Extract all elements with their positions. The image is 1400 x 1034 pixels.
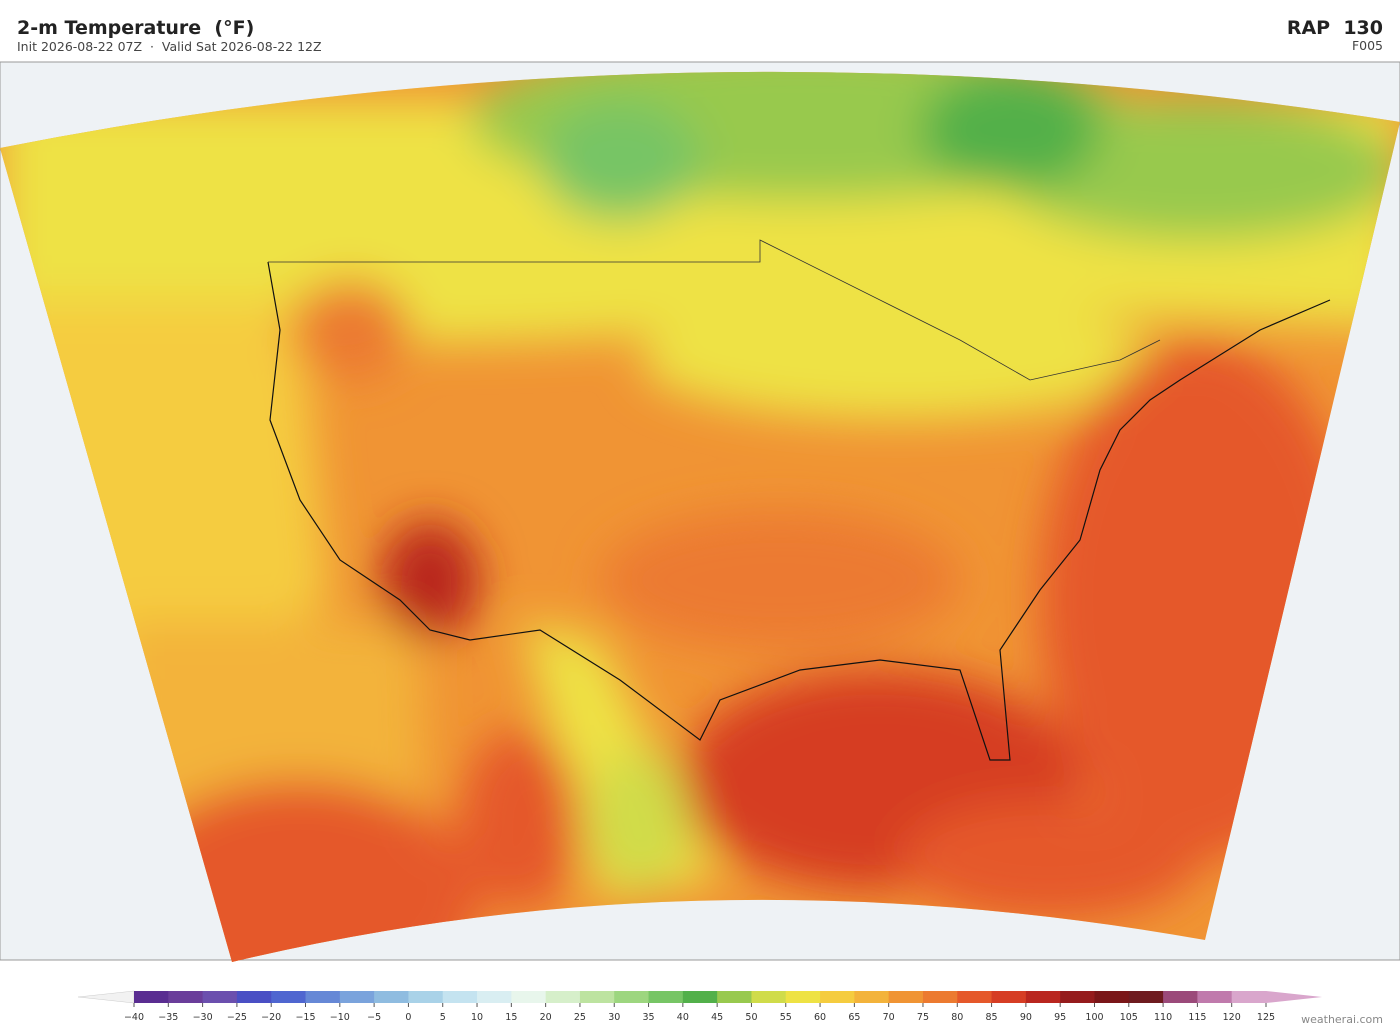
colorbar-tick-label: 25 [574,1012,586,1023]
colorbar-segment [1163,991,1198,1003]
colorbar-tick-label: −40 [124,1012,144,1023]
colorbar-tick-label: 125 [1257,1012,1275,1023]
colorbar-over [1266,991,1322,1003]
colorbar-segment [957,991,993,1003]
colorbar-segment [648,991,684,1003]
colorbar-tick-label: 50 [745,1012,757,1023]
colorbar-tick-label: 60 [814,1012,826,1023]
colorbar-tick-label: 95 [1054,1012,1066,1023]
colorbar-segment [1094,991,1130,1003]
colorbar-segment [888,991,924,1003]
credit: weatherai.com [1301,1013,1383,1026]
colorbar-segment [751,991,787,1003]
colorbar-tick-label: 5 [440,1012,446,1023]
colorbar-tick-label: 115 [1188,1012,1206,1023]
colorbar-tick-label: −30 [193,1012,213,1023]
colorbar-segment [991,991,1027,1003]
border [268,239,1161,381]
colorbar-tick-label: 15 [505,1012,517,1023]
colorbar-tick-label: −20 [261,1012,281,1023]
colorbar-segment [442,991,478,1003]
colorbar-segment [339,991,375,1003]
colorbar-tick-label: 20 [540,1012,552,1023]
colorbar-tick-label: 0 [405,1012,411,1023]
colorbar-segment [820,991,855,1003]
colorbar-segment [545,991,581,1003]
model-name: RAP 130 [1287,17,1383,39]
colorbar-segment [785,991,821,1003]
colorbar-segment [682,991,718,1003]
colorbar-tick-label: 35 [642,1012,654,1023]
colorbar-segment [1128,991,1164,1003]
colorbar-segment [236,991,272,1003]
colorbar-tick-label: 75 [917,1012,929,1023]
colorbar-tick-label: 70 [883,1012,895,1023]
colorbar-tick-label: 40 [677,1012,689,1023]
colorbar-segment [579,991,615,1003]
colorbar-segment [511,991,547,1003]
colorbar-tick-label: 55 [780,1012,792,1023]
colorbar-tick-label: 30 [608,1012,620,1023]
colorbar-tick-label: 85 [986,1012,998,1023]
colorbar: −40 −35 −30 −25 −20 −15 −10 −5 0 5 10 15 20 25 30 35 40 4… [77,990,1322,1023]
colorbar-segment [305,991,341,1003]
subtitle: Init 2026-08-22 07Z · Valid Sat 2026-08-… [17,39,322,54]
colorbar-tick-label: 105 [1120,1012,1138,1023]
colorbar-tick-label: 10 [471,1012,483,1023]
colorbar-tick-label: −35 [158,1012,178,1023]
colorbar-tick-label: 110 [1154,1012,1172,1023]
colorbar-tick-label: −25 [227,1012,247,1023]
colorbar-segment [408,991,444,1003]
colorbar-tick-label: 90 [1020,1012,1032,1023]
forecast-hour: F005 [1352,38,1383,53]
colorbar-segment [614,991,650,1003]
colorbar-tick-label: 65 [848,1012,860,1023]
colorbar-segment [1060,991,1095,1003]
colorbar-tick-label: 120 [1223,1012,1241,1023]
colorbar-segment [374,991,409,1003]
colorbar-tick-label: 45 [711,1012,723,1023]
title: 2-m Temperature (°F) [17,17,254,39]
colorbar-segment [1025,991,1061,1003]
colorbar-segment [922,991,958,1003]
colorbar-tick-label: −5 [367,1012,381,1023]
colorbar-segment [717,991,752,1003]
coastline [267,261,1331,761]
colorbar-segment [477,991,512,1003]
colorbar-tick-label: −15 [295,1012,315,1023]
colorbar-tick-label: 80 [951,1012,963,1023]
colorbar-segment [202,991,238,1003]
colorbar-segment [271,991,307,1003]
colorbar-segment [168,991,204,1003]
colorbar-segment [854,991,890,1003]
colorbar-tick-label: −10 [330,1012,350,1023]
colorbar-tick-label: 100 [1085,1012,1103,1023]
colorbar-under [77,990,135,1004]
colorbar-segment [1197,991,1233,1003]
colorbar-segment [1231,991,1267,1003]
colorbar-segment [134,991,169,1003]
